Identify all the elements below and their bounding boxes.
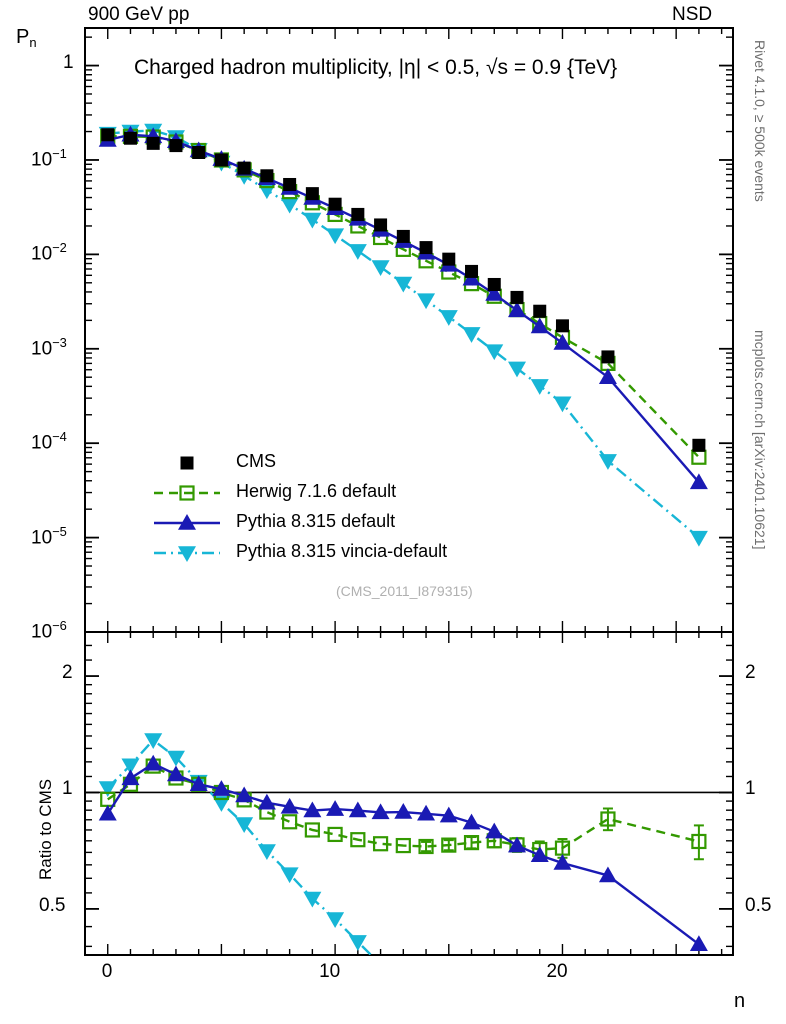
legend-marker-vincia — [154, 546, 220, 562]
main-y-tick-10−4: 10−4 — [31, 429, 67, 454]
main-y-tick-10−6: 10−6 — [31, 618, 67, 643]
main-y-tick-10−2: 10−2 — [31, 240, 67, 265]
ratio-y-tick-right-0.5: 0.5 — [745, 894, 772, 916]
main-y-tick-10−5: 10−5 — [31, 523, 67, 548]
chart-title: Charged hadron multiplicity, |η| < 0.5, … — [134, 56, 617, 80]
legend-label: CMS — [236, 451, 276, 471]
legend-label: Pythia 8.315 default — [236, 511, 396, 531]
analysis-watermark: (CMS_2011_I879315) — [336, 583, 473, 599]
ratio-y-tick-0.5: 0.5 — [39, 894, 66, 916]
ratio-axis-ticks — [85, 632, 733, 955]
y-axis-label-sub: n — [29, 35, 37, 51]
x-tick-20: 20 — [546, 961, 568, 982]
ratio-y-tick-right-2: 2 — [745, 662, 756, 684]
main-y-tick-1: 1 — [63, 51, 74, 73]
ratio-y-tick-2: 2 — [62, 662, 73, 684]
process-label: NSD — [672, 4, 713, 25]
y-axis-label-text: P — [16, 26, 30, 48]
beam-label: 900 GeV pp — [88, 4, 190, 25]
x-tick-10: 10 — [319, 961, 341, 982]
legend-label: Pythia 8.315 vincia-default — [236, 541, 448, 561]
chart-title-text: Charged hadron multiplicity, |η| < 0.5, … — [134, 56, 618, 79]
main-axis-ticks — [85, 28, 733, 633]
legend-marker-herwig — [154, 485, 220, 501]
x-axis-label: n — [734, 990, 746, 1012]
main-y-tick-10−3: 10−3 — [31, 334, 67, 360]
ratio-y-tick-1: 1 — [62, 778, 73, 800]
legend-marker-pythia — [154, 514, 220, 530]
ratio-plot-frame — [84, 631, 734, 956]
x-tick-0: 0 — [101, 961, 113, 982]
main-y-tick-10−1: 10−1 — [31, 145, 67, 171]
legend-marker-cms — [180, 456, 194, 470]
ratio-y-tick-right-1: 1 — [745, 778, 756, 800]
legend-label: Herwig 7.1.6 default — [236, 481, 397, 501]
main-series-group — [98, 123, 708, 547]
ratio-series-group — [98, 733, 708, 955]
y-axis-label: Pn — [16, 26, 37, 50]
